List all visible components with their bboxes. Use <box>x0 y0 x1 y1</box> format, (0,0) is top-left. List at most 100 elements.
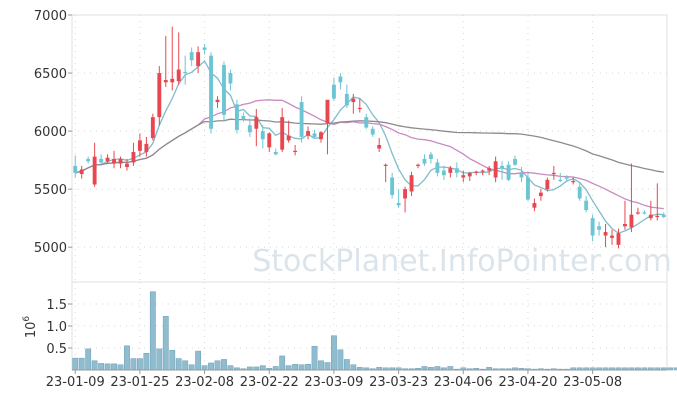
candle-body <box>577 186 582 199</box>
volume-bar <box>298 364 305 371</box>
candle-body <box>331 84 336 99</box>
volume-bar <box>272 366 279 371</box>
x-tick-label: 23-04-20 <box>498 375 557 390</box>
price-panel: 5000 5500 6000 6500 7000 <box>34 9 668 283</box>
candle-body <box>661 214 666 217</box>
candle-body <box>500 165 505 169</box>
candle-body <box>215 99 220 103</box>
candle-body <box>144 143 149 152</box>
x-tick-label: 23-02-08 <box>175 375 234 390</box>
volume-bar <box>208 362 214 371</box>
volume-y-tick-label: 1.0 <box>46 320 67 335</box>
candle-body <box>286 135 291 141</box>
candle-body <box>183 71 188 74</box>
volume-bar <box>124 345 130 371</box>
candle-body <box>196 52 201 67</box>
moving-average-60 <box>75 118 664 174</box>
volume-bar <box>434 366 441 371</box>
candle-body <box>571 181 576 183</box>
candle-body <box>474 171 479 173</box>
candle-body <box>105 157 110 162</box>
candle-body <box>564 177 569 179</box>
volume-bar <box>337 349 344 371</box>
volume-y-tick-label: 0.5 <box>46 342 67 357</box>
candle-body <box>416 164 420 166</box>
volume-bar <box>421 366 428 371</box>
candle-body <box>202 47 207 50</box>
volume-bar <box>285 365 292 371</box>
candle-body <box>92 156 97 185</box>
candle-body <box>209 55 213 129</box>
candle-body <box>493 161 498 178</box>
candle-body <box>234 104 239 130</box>
volume-bar <box>318 360 324 371</box>
candle-body <box>260 131 265 140</box>
candle-body <box>403 189 408 199</box>
candle-body <box>648 214 653 219</box>
volume-bar <box>104 363 111 371</box>
volume-bar <box>111 363 117 371</box>
volume-bar <box>350 364 357 371</box>
candle-body <box>280 117 285 150</box>
volume-bar <box>78 357 85 371</box>
candle-body <box>623 223 627 227</box>
candle-body <box>273 151 278 155</box>
volume-bar <box>182 360 189 371</box>
candle-body <box>538 192 543 197</box>
candle-body <box>487 168 492 171</box>
volume-bar <box>143 353 150 371</box>
price-y-tick-label: 6500 <box>34 67 67 82</box>
volume-bar <box>149 291 156 371</box>
candle-body <box>137 140 142 151</box>
volume-bar <box>91 360 98 371</box>
candle-body <box>170 78 175 83</box>
candle-body <box>429 154 433 159</box>
x-tick-label: 23-04-06 <box>434 375 493 390</box>
x-tick-label: 23-03-09 <box>304 375 363 390</box>
candle-body <box>364 117 369 128</box>
candle-body <box>642 212 647 214</box>
volume-bar <box>221 359 227 371</box>
candle-body <box>526 177 530 200</box>
price-y-tick-label: 5500 <box>34 183 67 198</box>
candle-body <box>610 235 614 238</box>
x-tick-label: 23-01-09 <box>46 375 105 390</box>
volume-bar <box>447 366 454 371</box>
x-axis: 23-01-09 23-01-25 23-02-08 23-02-22 23-03-09… <box>46 369 667 390</box>
candle-body <box>590 218 595 236</box>
x-tick-label: 23-05-08 <box>563 375 622 390</box>
candle-body <box>344 93 349 106</box>
candle-body <box>616 233 621 245</box>
volume-y-tick-label: 1.5 <box>46 298 67 313</box>
volume-bar <box>188 364 195 371</box>
candle-body <box>306 131 310 136</box>
candle-body <box>480 170 485 172</box>
candle-body <box>150 117 155 139</box>
volume-bar <box>279 355 286 371</box>
candle-body <box>163 80 168 83</box>
candle-body <box>357 107 362 110</box>
candle-body <box>396 203 401 206</box>
candle-body <box>86 158 91 162</box>
volume-bar <box>117 364 124 371</box>
candle-body <box>325 99 330 123</box>
candle-body <box>551 172 556 175</box>
candle-body <box>461 175 466 178</box>
candle-body <box>506 164 511 180</box>
candle-body <box>635 212 640 214</box>
candle-body <box>370 128 375 135</box>
volume-bar <box>162 316 169 371</box>
price-y-tick-label: 7000 <box>34 9 67 24</box>
candle-body <box>532 203 537 208</box>
candle-body <box>73 165 78 173</box>
volume-bar <box>343 359 350 371</box>
volume-bar <box>130 358 137 371</box>
candle-body <box>247 125 252 133</box>
candle-body <box>299 102 304 137</box>
volume-bar <box>227 365 234 371</box>
volume-bar <box>311 345 318 371</box>
candle-body <box>176 69 181 82</box>
price-y-tick-label: 5000 <box>34 241 67 256</box>
candle-body <box>422 158 427 164</box>
